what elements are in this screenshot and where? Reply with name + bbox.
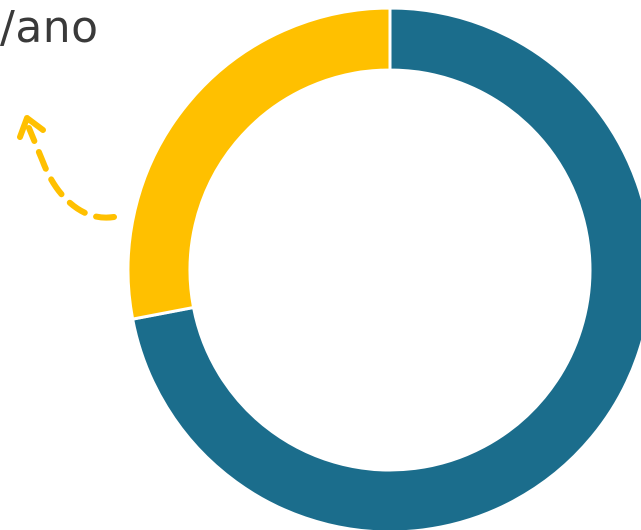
donut-slice-1 [130,6,641,530]
donut-slice-2 [126,6,392,321]
arrow-head-icon [17,115,46,140]
dashed-curved-arrow-icon [26,125,117,221]
donut-slices [126,6,641,530]
chart-caption: /ano [0,2,99,53]
